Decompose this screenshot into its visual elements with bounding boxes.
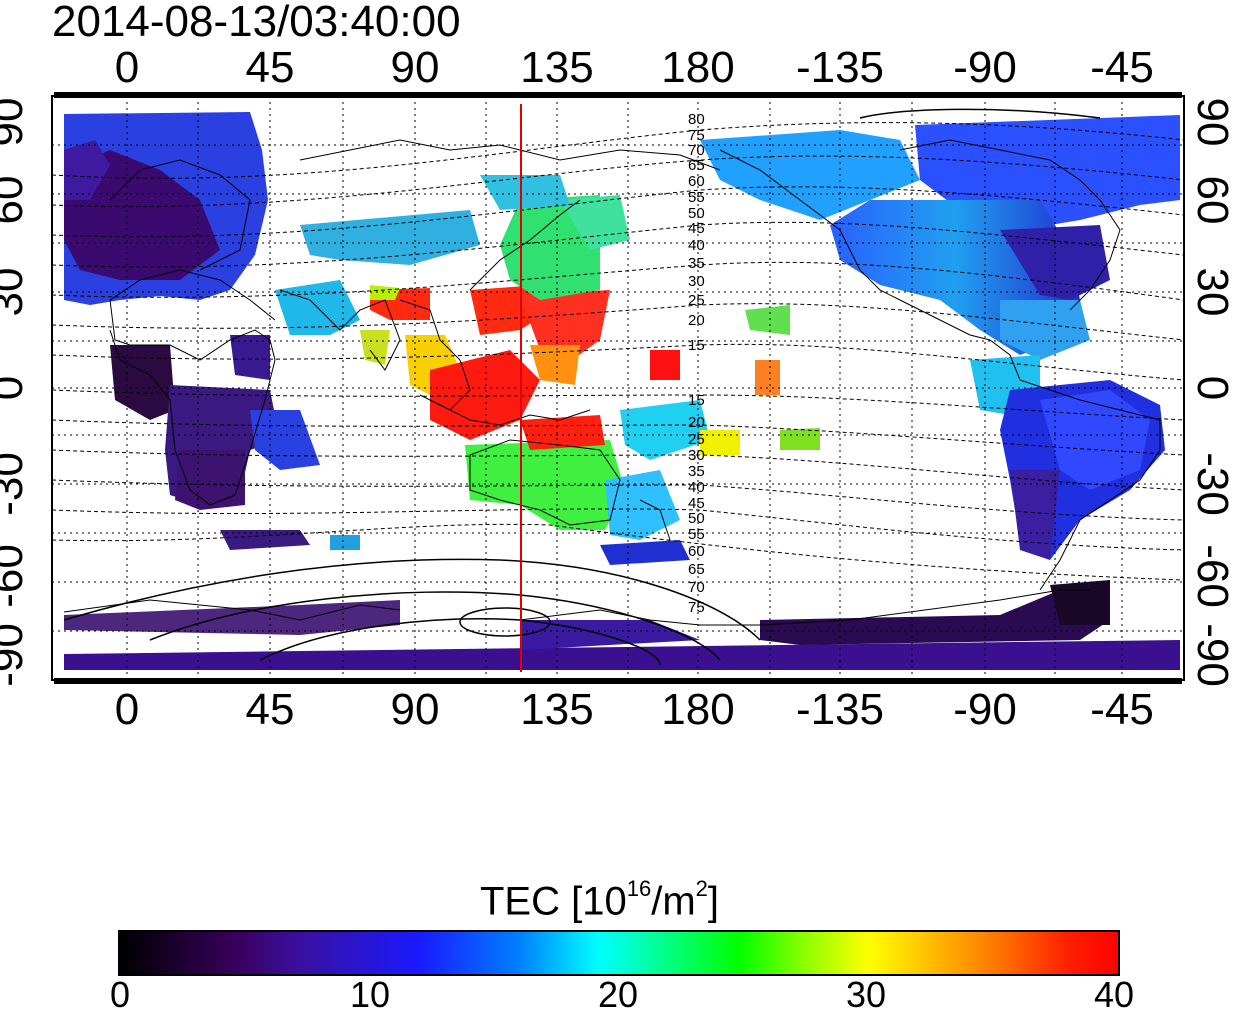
contour-label: 45 (688, 495, 705, 512)
contour-label: 60 (688, 173, 705, 190)
colorbar-title: TEC [1016/m2] (480, 876, 720, 924)
lon-tick-bottom: 90 (390, 685, 440, 734)
contour-label: 80 (688, 111, 705, 128)
contour-label: 70 (688, 579, 705, 596)
contour-label: 55 (688, 189, 705, 206)
colorbar-tick: 30 (845, 974, 887, 1015)
contour-label: 25 (688, 292, 705, 309)
map-bottom-border (54, 678, 1182, 684)
contour-label: 65 (688, 157, 705, 174)
colorbar-tick: 20 (597, 974, 639, 1015)
contour-label: 65 (688, 561, 705, 578)
colorbar (118, 930, 1120, 976)
lon-tick-top: -45 (1090, 43, 1154, 92)
timestamp-label: 2014-08-13/03:40:00 (52, 0, 461, 46)
contour-label: 50 (688, 205, 705, 222)
lon-tick-top: 135 (520, 43, 594, 92)
contour-label: 50 (688, 510, 705, 527)
contour-label: 40 (688, 237, 705, 254)
contour-label: 75 (688, 599, 705, 616)
lon-tick-top: 90 (390, 43, 440, 92)
contour-label: 35 (688, 255, 705, 272)
contour-label: 70 (688, 142, 705, 159)
contour-label: 40 (688, 479, 705, 496)
contour-label: 55 (688, 526, 705, 543)
lon-tick-top: 45 (245, 43, 295, 92)
lon-tick-bottom: 180 (661, 685, 735, 734)
lon-tick-bottom: 0 (114, 685, 140, 734)
contour-label: 75 (688, 127, 705, 144)
colorbar-tick: 40 (1093, 974, 1135, 1015)
lon-tick-bottom: -90 (953, 685, 1017, 734)
graticule (52, 96, 1184, 680)
colorbar-tick: 0 (109, 974, 131, 1015)
coastlines (63, 139, 1161, 626)
lon-tick-top: -90 (953, 43, 1017, 92)
lon-tick-top: 180 (661, 43, 735, 92)
lon-tick-top: -135 (795, 43, 885, 92)
mag-lat-contours (51, 122, 1185, 581)
contour-labels-south: 15 20 25 30 35 40 45 50 55 60 65 70 75 (688, 392, 705, 616)
colorbar-tick: 10 (349, 974, 391, 1015)
lon-tick-bottom: 135 (520, 685, 594, 734)
contour-label: 20 (688, 414, 705, 431)
map-top-border (54, 92, 1182, 98)
contour-label: 30 (688, 273, 705, 290)
contour-labels-north: 80 75 70 65 60 55 50 45 40 35 30 25 20 1… (688, 111, 705, 354)
lon-tick-bottom: -45 (1090, 685, 1154, 734)
contour-label: 45 (688, 220, 705, 237)
lon-tick-top: 0 (114, 43, 140, 92)
contour-label: 35 (688, 463, 705, 480)
south-pole-contours (63, 108, 1101, 666)
contour-label: 15 (688, 337, 705, 354)
lon-tick-bottom: -135 (795, 685, 885, 734)
contour-label: 25 (688, 431, 705, 448)
lon-tick-bottom: 45 (245, 685, 295, 734)
contour-label: 60 (688, 543, 705, 560)
contour-label: 30 (688, 447, 705, 464)
contour-label: 15 (688, 392, 705, 409)
tec-data-layer (64, 112, 1180, 670)
contour-label: 20 (688, 312, 705, 329)
